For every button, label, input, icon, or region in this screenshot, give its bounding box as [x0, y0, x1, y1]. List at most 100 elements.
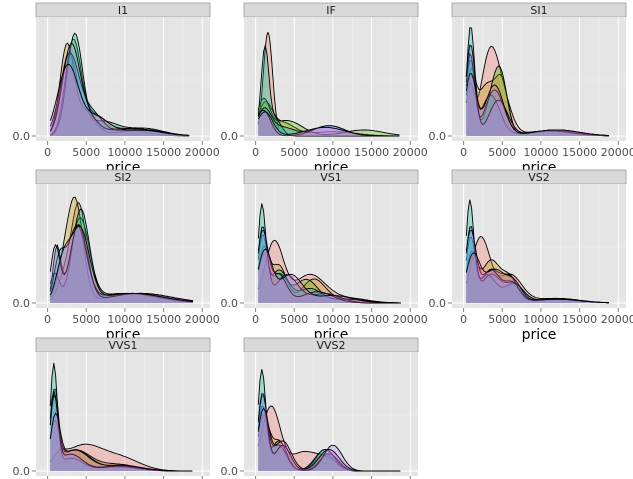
- density-area: [258, 98, 400, 136]
- y-tick-label: 0.0: [13, 465, 31, 478]
- density-line: [49, 52, 190, 136]
- density-area: [50, 225, 193, 303]
- density-area: [466, 73, 609, 136]
- x-tick-label: 0: [460, 146, 467, 159]
- density-area: [258, 230, 401, 303]
- density-area: [466, 68, 609, 136]
- density-area: [466, 199, 609, 303]
- facet-strip-label: SI2: [114, 171, 131, 184]
- density-line: [49, 223, 194, 302]
- facet-vs2: VS2 0.0 0 5000 10000 15000 20000 price: [429, 169, 633, 343]
- x-tick-label: 5000: [280, 146, 308, 159]
- density-area: [50, 363, 193, 471]
- x-axis-label: price: [522, 327, 557, 343]
- density-area: [50, 420, 193, 471]
- y-tick-label: 0.0: [221, 465, 239, 478]
- x-tick-label: 10000: [315, 313, 350, 326]
- x-tick-label: 5000: [72, 313, 100, 326]
- density-line: [257, 32, 280, 130]
- density-area: [50, 197, 193, 303]
- x-tick-label: 20000: [393, 313, 428, 326]
- density-line: [49, 412, 193, 472]
- density-area: [50, 64, 190, 136]
- x-tick-label: 5000: [280, 313, 308, 326]
- density-area: [258, 240, 401, 303]
- density-area: [50, 389, 193, 471]
- x-tick-label: 15000: [146, 313, 181, 326]
- density-area: [50, 33, 190, 136]
- x-tick-label: 15000: [354, 146, 389, 159]
- facet-strip-label: I1: [118, 4, 128, 17]
- panel-background: [244, 352, 418, 476]
- density-area: [258, 45, 400, 136]
- x-tick-label: 0: [252, 146, 259, 159]
- density-area: [50, 43, 190, 136]
- y-tick-label: 0.0: [13, 130, 31, 143]
- panel-background: [244, 184, 418, 308]
- density-area: [50, 413, 193, 471]
- x-tick-label: 10000: [107, 146, 142, 159]
- y-tick-label: 0.0: [429, 130, 447, 143]
- density-area: [50, 52, 190, 136]
- y-tick-label: 0.0: [13, 297, 31, 310]
- density-line: [465, 252, 609, 304]
- x-tick-label: 15000: [562, 313, 597, 326]
- y-tick-label: 0.0: [429, 297, 447, 310]
- density-area: [50, 226, 193, 303]
- facet-strip-label: VS2: [528, 171, 550, 184]
- density-area: [258, 227, 401, 303]
- facet-strip-label: IF: [326, 4, 336, 17]
- density-area: [258, 393, 401, 471]
- density-area: [258, 101, 400, 136]
- density-line: [257, 248, 401, 304]
- density-area: [50, 217, 193, 303]
- x-tick-label: 0: [44, 146, 51, 159]
- density-line: [49, 225, 194, 303]
- x-tick-label: 0: [44, 313, 51, 326]
- density-line: [465, 73, 610, 136]
- density-area: [258, 111, 400, 136]
- density-area: [258, 408, 401, 471]
- x-tick-label: 20000: [601, 146, 633, 159]
- density-area: [50, 43, 190, 136]
- y-tick-label: 0.0: [221, 297, 239, 310]
- density-area: [258, 406, 401, 471]
- density-area: [258, 107, 400, 136]
- x-tick-label: 10000: [315, 146, 350, 159]
- density-area: [50, 395, 193, 471]
- density-area: [258, 406, 401, 471]
- density-area: [258, 415, 401, 471]
- density-area: [466, 53, 609, 136]
- x-tick-label: 20000: [185, 313, 220, 326]
- density-area: [466, 252, 609, 303]
- density-area: [466, 27, 609, 137]
- density-area: [466, 46, 609, 137]
- facet-strip-label: SI1: [530, 4, 547, 17]
- density-area: [258, 395, 401, 471]
- x-tick-label: 10000: [523, 313, 558, 326]
- density-area: [50, 202, 193, 303]
- panel-background: [452, 17, 626, 141]
- density-area: [50, 224, 193, 303]
- x-tick-label: 10000: [523, 146, 558, 159]
- density-area: [466, 236, 609, 303]
- facet-strip-label: VS1: [320, 171, 342, 184]
- density-line: [257, 229, 401, 304]
- x-tick-label: 5000: [72, 146, 100, 159]
- x-tick-label: 20000: [185, 146, 220, 159]
- x-tick-label: 0: [460, 313, 467, 326]
- x-tick-label: 20000: [393, 146, 428, 159]
- panel-background: [452, 184, 626, 308]
- x-tick-label: 15000: [146, 146, 181, 159]
- facet-strip-label: VVS1: [108, 339, 137, 352]
- x-tick-label: 15000: [562, 146, 597, 159]
- density-area: [50, 53, 190, 136]
- density-line: [257, 407, 401, 472]
- x-tick-label: 15000: [354, 313, 389, 326]
- facet-strip-label: VVS2: [316, 339, 345, 352]
- density-area: [258, 203, 401, 303]
